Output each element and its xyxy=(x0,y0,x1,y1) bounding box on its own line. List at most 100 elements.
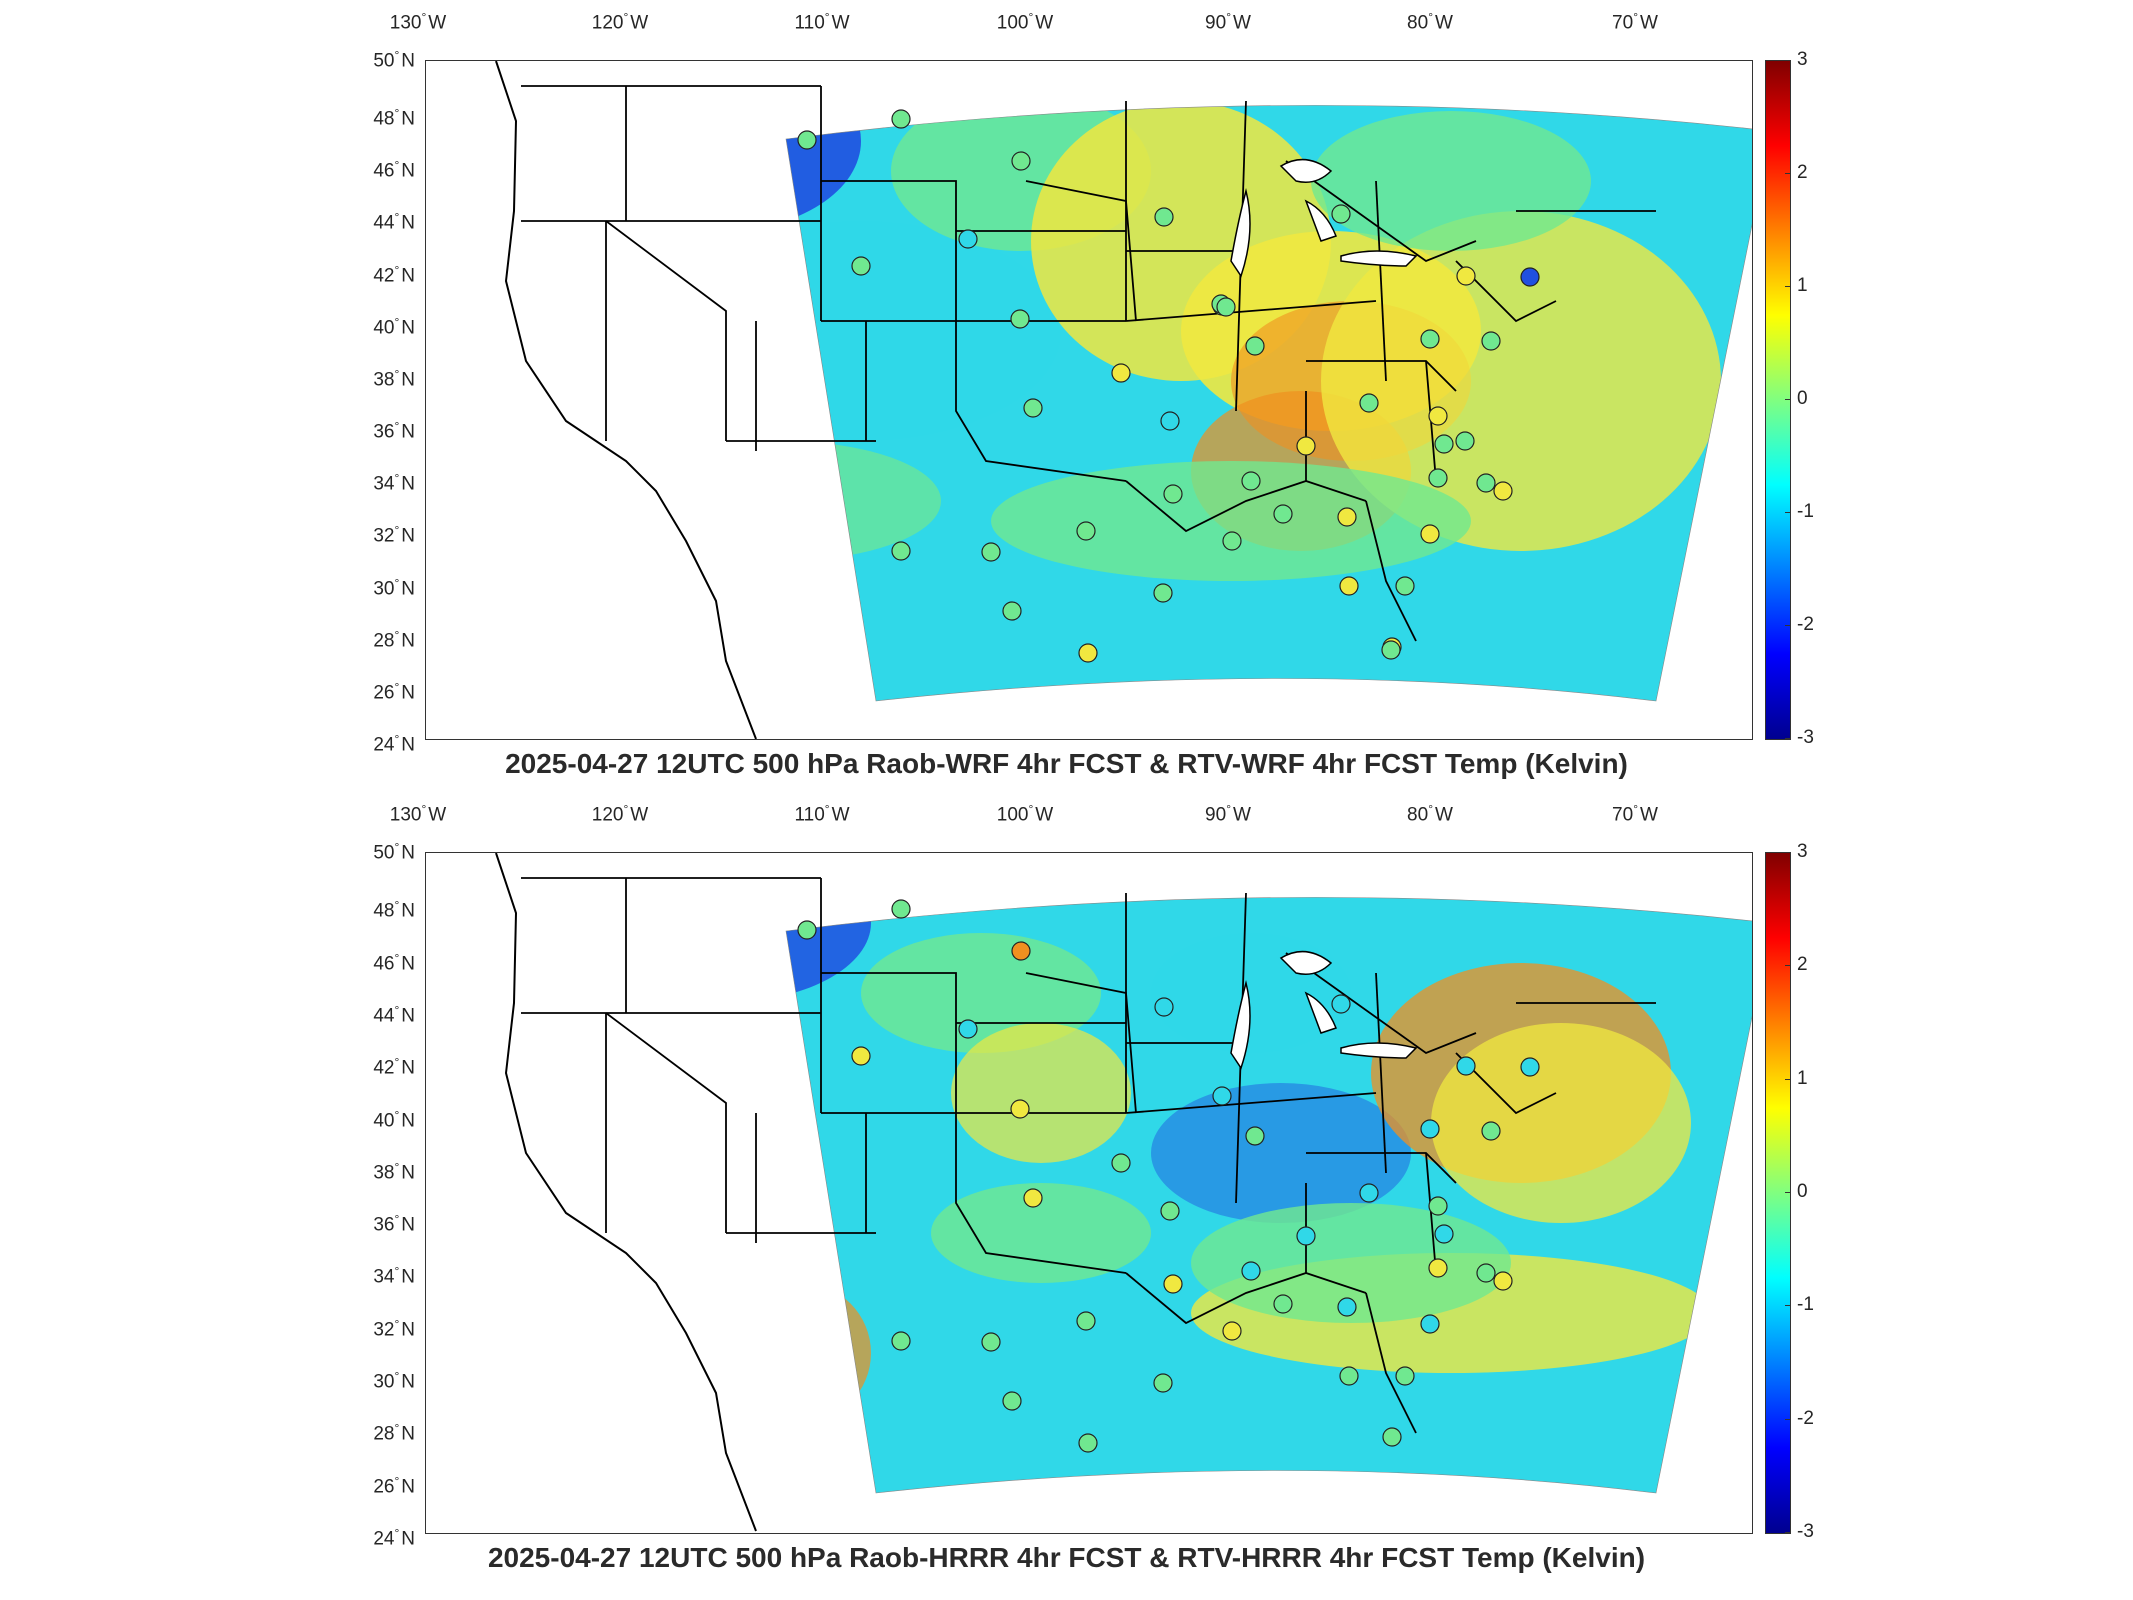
state-boundary xyxy=(1375,180,1387,382)
longitude-tick-label: 90° W xyxy=(1205,802,1251,826)
raob-station-marker xyxy=(1245,336,1265,356)
raob-station-marker xyxy=(1076,1311,1096,1331)
latitude-tick-label: 34° N xyxy=(373,1264,415,1288)
longitude-tick-label: 90° W xyxy=(1205,10,1251,34)
colorbar-tick-label: 1 xyxy=(1797,1067,1808,1089)
state-boundary xyxy=(1125,1272,1367,1325)
raob-station-marker xyxy=(1241,1261,1261,1281)
lake xyxy=(1279,158,1333,183)
raob-station-marker xyxy=(1359,393,1379,413)
latitude-tick-label: 26° N xyxy=(373,1473,415,1498)
raob-station-marker xyxy=(1011,941,1031,961)
lake xyxy=(1340,250,1418,267)
latitude-tick-label: 24° N xyxy=(373,732,415,756)
raob-station-marker xyxy=(1154,207,1174,227)
field-region xyxy=(951,1023,1131,1163)
latitude-tick-label: 42° N xyxy=(373,262,415,286)
colorbar-tick-mark xyxy=(1785,1078,1790,1080)
latitude-tick-label: 44° N xyxy=(373,1002,415,1027)
latitude-tick-label: 48° N xyxy=(373,106,415,130)
colorbar-tick-mark xyxy=(1785,60,1790,61)
raob-station-marker xyxy=(1456,266,1476,286)
raob-station-marker xyxy=(1222,531,1242,551)
state-boundary xyxy=(1375,972,1387,1174)
latitude-tick-label: 24° N xyxy=(373,1526,415,1550)
lake xyxy=(1304,199,1337,242)
field-region xyxy=(1191,1203,1511,1323)
raob-station-marker xyxy=(1076,521,1096,541)
colorbar-tick-label: -2 xyxy=(1797,1407,1814,1429)
raob-station-marker xyxy=(1160,1201,1180,1221)
raob-station-marker xyxy=(1002,1391,1022,1411)
domain-outline xyxy=(785,897,1752,1494)
latitude-tick-label: 48° N xyxy=(373,898,415,922)
colorbar-tick-mark xyxy=(1785,286,1790,287)
state-boundary xyxy=(605,1012,727,1233)
map-svg-top xyxy=(495,61,1752,739)
colorbar-tick-mark xyxy=(1785,1305,1790,1307)
raob-station-marker xyxy=(1420,1119,1440,1139)
raob-station-marker xyxy=(1212,1086,1232,1106)
lake xyxy=(1279,950,1333,975)
colorbar-tick-label: -1 xyxy=(1797,501,1814,522)
field-region xyxy=(1431,1023,1691,1223)
latitude-tick-label: 46° N xyxy=(373,158,415,182)
raob-station-marker xyxy=(891,109,911,129)
latitude-tick-label: 36° N xyxy=(373,1212,415,1236)
colorbar-tick-mark xyxy=(1785,965,1790,967)
longitude-tick-label: 110° W xyxy=(794,10,850,34)
state-boundary xyxy=(955,321,1127,482)
raob-station-marker xyxy=(1428,468,1448,488)
raob-station-marker xyxy=(1023,1188,1043,1208)
longitude-tick-label: 100° W xyxy=(996,802,1054,826)
raob-station-marker xyxy=(1163,1274,1183,1294)
latitude-tick-label: 36° N xyxy=(373,419,415,443)
colorbar-tick-mark xyxy=(1785,852,1790,853)
raob-station-marker xyxy=(1455,431,1475,451)
raob-station-marker xyxy=(1222,1321,1242,1341)
colorbar-tick-mark xyxy=(1785,512,1790,513)
raob-station-marker xyxy=(1010,1099,1030,1119)
longitude-tick-label: 120° W xyxy=(591,802,649,826)
raob-station-marker xyxy=(1476,473,1496,493)
raob-station-marker xyxy=(797,920,817,940)
latitude-tick-label: 50° N xyxy=(373,840,415,864)
raob-station-marker xyxy=(1395,1366,1415,1386)
coastline xyxy=(495,61,757,739)
state-boundary xyxy=(955,1113,1127,1274)
colorbar-tick-mark xyxy=(1785,1418,1790,1420)
raob-station-marker xyxy=(1381,640,1401,660)
colorbar-top xyxy=(1765,60,1791,740)
longitude-tick-label: 80° W xyxy=(1407,802,1453,826)
raob-station-marker xyxy=(1493,1271,1513,1291)
raob-station-marker xyxy=(797,130,817,150)
temperature-difference-field xyxy=(786,897,1752,1494)
latitude-tick-label: 32° N xyxy=(373,1316,415,1341)
state-boundary xyxy=(821,972,957,1113)
raob-station-marker xyxy=(1428,406,1448,426)
raob-station-marker xyxy=(1160,411,1180,431)
raob-station-marker xyxy=(1420,524,1440,544)
raob-station-marker xyxy=(1481,331,1501,351)
longitude-tick-label: 130° W xyxy=(389,10,447,34)
raob-station-marker xyxy=(981,1332,1001,1352)
raob-station-marker xyxy=(1428,1196,1448,1216)
raob-station-marker xyxy=(1078,1433,1098,1453)
state-boundary xyxy=(821,180,957,321)
map-title-bottom: 2025-04-27 12UTC 500 hPa Raob-HRRR 4hr F… xyxy=(487,1542,1646,1573)
state-boundary xyxy=(1285,952,1477,1055)
field-region xyxy=(786,1283,871,1423)
raob-station-marker xyxy=(1476,1263,1496,1283)
latitude-tick-label: 32° N xyxy=(373,523,415,547)
raob-station-marker xyxy=(891,541,911,561)
latitude-tick-label: 38° N xyxy=(373,366,415,391)
latitude-tick-label: 30° N xyxy=(373,575,415,599)
raob-station-marker xyxy=(1153,1373,1173,1393)
latitude-tick-label: 46° N xyxy=(373,950,415,974)
state-boundary xyxy=(1285,160,1477,263)
raob-station-marker xyxy=(851,256,871,276)
colorbar-tick-label: 0 xyxy=(1797,388,1808,409)
colorbar-tick-mark xyxy=(1785,1192,1790,1193)
raob-station-marker xyxy=(1339,1366,1359,1386)
lake xyxy=(1304,991,1337,1034)
